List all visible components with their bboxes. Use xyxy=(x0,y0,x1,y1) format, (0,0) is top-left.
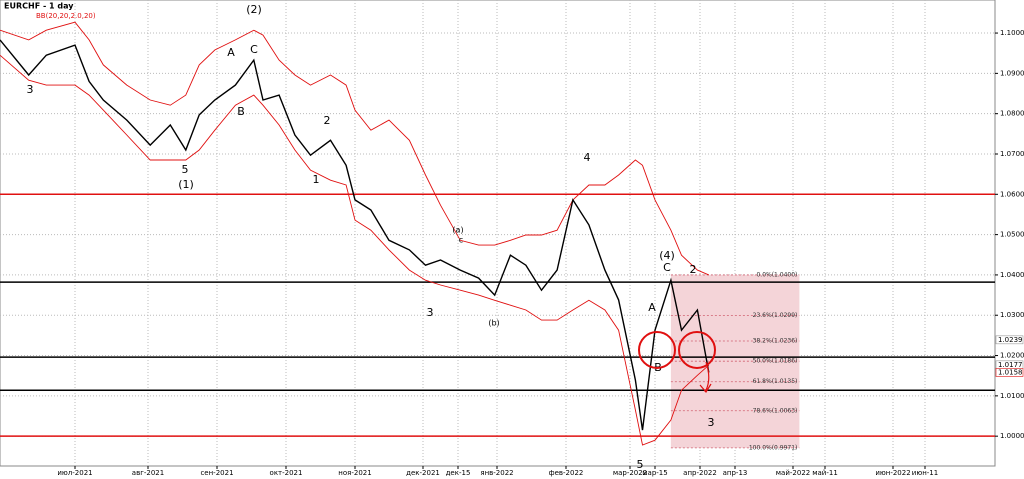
price-tag xyxy=(995,335,1024,345)
highlight-circle xyxy=(678,331,716,369)
y-tick-label: 1.0900 xyxy=(1000,69,1024,77)
x-tick-label: янв-2022 xyxy=(480,469,513,477)
forecast-arrow xyxy=(699,361,712,394)
x-tick-label: авг-2021 xyxy=(132,469,164,477)
wave-label: C xyxy=(250,43,258,56)
x-tick-label: май-2022 xyxy=(776,469,810,477)
fibonacci-label: 50.0%(1.0186) xyxy=(753,358,798,365)
wave-label: 4 xyxy=(584,151,591,164)
x-tick-label: мар-2022 xyxy=(613,469,647,477)
x-tick-label: июл-2021 xyxy=(57,469,92,477)
wave-label: 5 xyxy=(637,458,644,471)
fibonacci-label: 23.6%(1.0299) xyxy=(753,312,798,319)
y-tick-label: 1.0700 xyxy=(1000,150,1024,158)
wave-label: A xyxy=(648,301,656,314)
wave-label: 5 xyxy=(182,163,189,176)
y-tick-label: 1.0200 xyxy=(1000,352,1024,360)
y-tick-label: 1.0400 xyxy=(1000,271,1024,279)
y-tick-label: 1.0600 xyxy=(1000,190,1024,198)
fibonacci-label: 61.8%(1.0135) xyxy=(753,378,798,385)
x-tick-label: дек-2021 xyxy=(406,469,440,477)
wave-label: (1) xyxy=(178,178,194,191)
fibonacci-label: 0.0%(1.0400) xyxy=(756,271,797,278)
band-line xyxy=(0,54,710,446)
y-tick-label: 1.0300 xyxy=(1000,311,1024,319)
wave-label: 2 xyxy=(690,263,697,276)
highlight-circle xyxy=(638,331,676,369)
wave-label: (2) xyxy=(246,3,262,16)
wave-label: (4) xyxy=(659,249,675,262)
price-tag-label: 1.0239 xyxy=(998,336,1023,344)
wave-label: 3 xyxy=(27,83,34,96)
x-tick-label: окт-2021 xyxy=(270,469,303,477)
x-tick-label: мар-15 xyxy=(642,469,667,477)
fibonacci-label: 38.2%(1.0236) xyxy=(753,338,798,345)
wave-label: 3 xyxy=(708,416,715,429)
x-tick-label: фев-2022 xyxy=(549,469,584,477)
price-tag xyxy=(995,368,1024,377)
wave-label: A xyxy=(227,46,235,59)
fibonacci-label: 78.6%(1.0063) xyxy=(753,407,798,414)
wave-label: (b) xyxy=(488,319,499,328)
x-tick-label: сен-2021 xyxy=(200,469,233,477)
wave-label: (a) xyxy=(452,226,463,235)
y-tick-label: 1.0800 xyxy=(1000,110,1024,118)
x-tick-label: ноя-2021 xyxy=(338,469,371,477)
x-tick-label: май-11 xyxy=(812,469,838,477)
wave-label: B xyxy=(237,105,245,118)
x-tick-label: апр-13 xyxy=(723,469,748,477)
wave-label: 2 xyxy=(324,114,331,127)
x-tick-label: апр-2022 xyxy=(683,469,717,477)
y-tick-label: 1.0500 xyxy=(1000,231,1024,239)
fibonacci-label: 100.0%(0.9971) xyxy=(749,444,798,451)
chart-title: EURCHF - 1 day xyxy=(4,2,74,11)
price-tag-label: 1.0158 xyxy=(998,368,1023,376)
x-tick-label: июн-11 xyxy=(912,469,938,477)
wave-label: C xyxy=(663,261,671,274)
x-tick-label: дек-15 xyxy=(446,469,471,477)
plot-frame xyxy=(0,0,996,467)
y-tick-label: 1.1000 xyxy=(1000,29,1024,37)
wave-label: 1 xyxy=(313,173,320,186)
y-tick-label: 1.0000 xyxy=(1000,432,1024,440)
price-tag-label: 1.0177 xyxy=(998,361,1023,369)
indicator-label: BB(20,20,2.0,20) xyxy=(36,12,96,20)
band-line xyxy=(0,21,709,276)
price-line xyxy=(0,39,710,431)
wave-label: 3 xyxy=(427,306,434,319)
x-tick-label: июн-2022 xyxy=(875,469,910,477)
wave-label: c xyxy=(459,236,463,245)
y-tick-label: 1.0100 xyxy=(1000,392,1024,400)
